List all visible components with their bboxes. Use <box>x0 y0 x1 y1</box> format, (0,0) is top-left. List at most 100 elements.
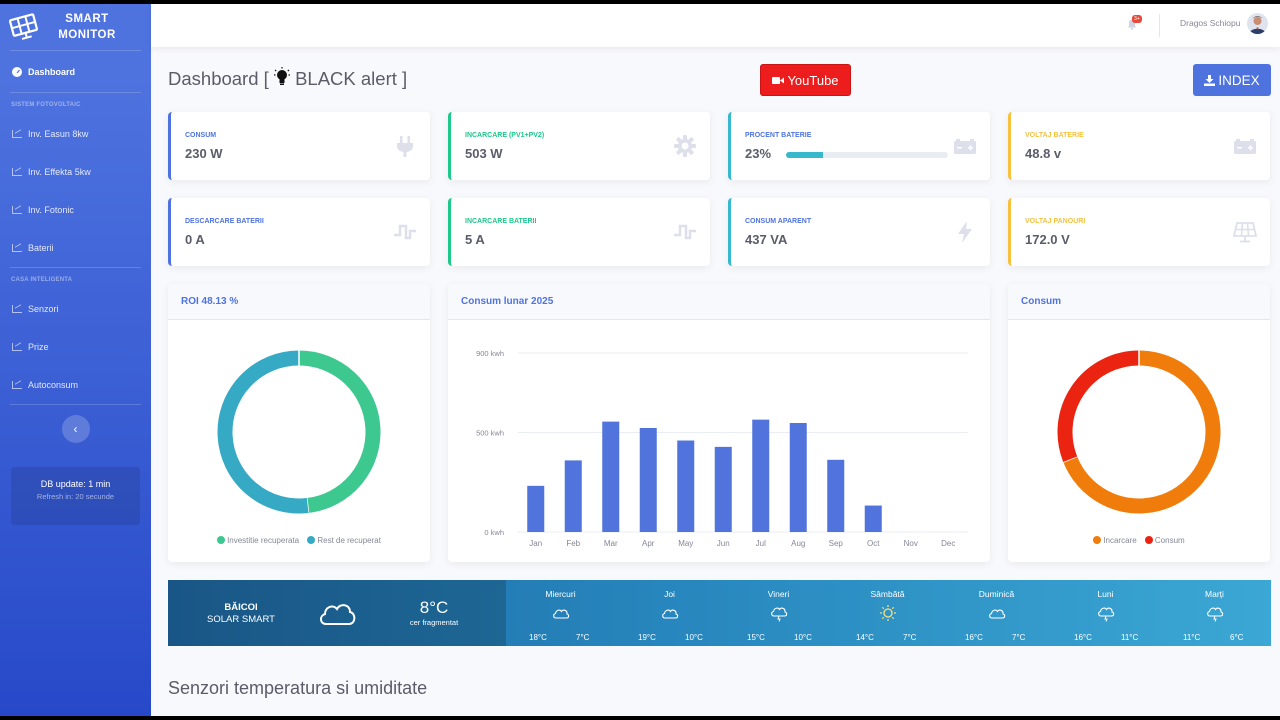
user-avatar-icon <box>1249 16 1266 34</box>
download-icon <box>1204 74 1216 86</box>
cloud-icon <box>320 604 356 625</box>
page-title-suffix: BLACK alert ] <box>295 68 408 89</box>
bar[interactable] <box>827 459 845 532</box>
weather-widget[interactable]: BĂICOI SOLAR SMART 8°C cer fragmentat Mi… <box>168 580 1271 646</box>
donut-slice[interactable] <box>217 350 309 514</box>
forecast-day: Duminică 16°C 7°C <box>942 580 1051 646</box>
bar[interactable] <box>639 427 657 532</box>
cloud-icon <box>552 604 570 627</box>
x-tick-label: Apr <box>642 539 655 548</box>
card-value: 503 W <box>465 146 503 161</box>
bar[interactable] <box>602 421 620 532</box>
legend-swatch <box>1093 536 1102 544</box>
card-label: CONSUM APARENT <box>745 218 812 225</box>
card-label: PROCENT BATERIE <box>745 132 812 139</box>
sidebar-divider <box>10 50 141 51</box>
sidebar-item-label: Inv. Easun 8kw <box>28 129 89 139</box>
x-tick-label: May <box>678 539 693 548</box>
donut-slice[interactable] <box>298 350 381 513</box>
youtube-button[interactable]: YouTube <box>760 64 851 96</box>
card-label: CONSUM <box>185 132 217 139</box>
sidebar-heading: CASA INTELIGENTA <box>11 277 73 283</box>
cloud-icon <box>988 604 1006 627</box>
card-voltaj-panouri: VOLTAJ PANOURI 172.0 V <box>1008 198 1270 266</box>
user-name[interactable]: Dragos Schiopu <box>1180 18 1241 28</box>
solar-panel-icon <box>8 13 39 40</box>
refresh-text: Refresh in: 20 secunde <box>36 492 115 501</box>
lightbulb-icon <box>273 67 290 85</box>
forecast-high: 19°C <box>638 633 656 642</box>
bar[interactable] <box>789 423 807 532</box>
x-tick-label: Feb <box>566 539 580 548</box>
card-consum-aparent: CONSUM APARENT 437 VA <box>728 198 990 266</box>
card-consum: CONSUM 230 W <box>168 112 430 180</box>
sidebar-item-dashboard[interactable]: Dashboard <box>0 51 151 92</box>
topbar: 3+ Dragos Schiopu <box>151 4 1280 47</box>
sidebar-item-inv-easun[interactable]: Inv. Easun 8kw <box>0 115 151 153</box>
index-button[interactable]: INDEX <box>1193 64 1271 96</box>
bar[interactable] <box>714 446 732 532</box>
sidebar-item-label: Inv. Fotonic <box>28 205 74 215</box>
forecast-day-name: Marți <box>1205 589 1224 599</box>
sidebar: SMART MONITOR Dashboard SISTEM FOTOVOLTA… <box>0 4 151 716</box>
forecast-low: 6°C <box>1230 633 1244 642</box>
sidebar-divider <box>10 267 141 268</box>
legend-label: Consum <box>1154 536 1185 545</box>
forecast-low: 10°C <box>794 633 812 642</box>
forecast-low: 10°C <box>685 633 703 642</box>
brand[interactable]: SMART MONITOR <box>0 4 151 50</box>
x-tick-label: Jun <box>717 539 730 548</box>
sidebar-item-label: Baterii <box>28 243 54 253</box>
sidebar-heading: SISTEM FOTOVOLTAIC <box>11 102 81 108</box>
chart-area-icon <box>12 168 22 176</box>
bar[interactable] <box>564 460 582 532</box>
sidebar-divider <box>10 404 141 405</box>
forecast-day: Marți 11°C 6°C <box>1160 580 1269 646</box>
sidebar-item-label: Senzori <box>28 304 59 314</box>
wave-square-icon <box>674 224 696 240</box>
chevron-left-icon: ‹ <box>73 422 78 436</box>
app-frame: SMART MONITOR Dashboard SISTEM FOTOVOLTA… <box>0 4 1280 716</box>
bar[interactable] <box>677 440 695 532</box>
roi-donut-chart <box>217 350 381 514</box>
sidebar-item-label: Inv. Effekta 5kw <box>28 167 91 177</box>
chart-area-icon <box>12 206 22 214</box>
card-voltaj-baterie: VOLTAJ BATERIE 48.8 v <box>1008 112 1270 180</box>
bar[interactable] <box>864 505 882 532</box>
sidebar-item-senzori[interactable]: Senzori <box>0 290 151 328</box>
roi-panel: ROI 48.13 % Investitie recuperata Rest d… <box>168 284 430 562</box>
bar[interactable] <box>752 419 770 532</box>
page-title-prefix: Dashboard [ <box>168 68 269 89</box>
card-procent-baterie: PROCENT BATERIE 23% <box>728 112 990 180</box>
roi-legend: Investitie recuperata Rest de recuperat <box>168 536 430 545</box>
card-value: 5 A <box>465 232 485 247</box>
legend-label: Rest de recuperat <box>317 536 381 545</box>
avatar[interactable] <box>1247 13 1268 34</box>
chart-area-icon <box>12 305 22 313</box>
card-value: 172.0 V <box>1025 232 1070 247</box>
forecast-low: 7°C <box>1012 633 1026 642</box>
sidebar-toggle-button[interactable]: ‹ <box>61 415 90 443</box>
brand-name: SMART MONITOR <box>56 11 118 43</box>
sidebar-item-inv-effekta[interactable]: Inv. Effekta 5kw <box>0 153 151 191</box>
sidebar-item-autoconsum[interactable]: Autoconsum <box>0 366 151 404</box>
donut-slice[interactable] <box>1063 350 1221 514</box>
consum-legend: Incarcare Consum <box>1008 536 1270 545</box>
donut-slice[interactable] <box>1057 350 1140 462</box>
weather-current-temp: 8°C cer fragmentat <box>406 598 462 627</box>
chart-area-icon <box>12 343 22 351</box>
x-tick-label: Oct <box>867 539 880 548</box>
x-tick-label: Sep <box>829 539 844 548</box>
rain-cloud-icon <box>770 604 788 627</box>
sidebar-item-baterii[interactable]: Baterii <box>0 229 151 267</box>
x-tick-label: Jul <box>756 539 766 548</box>
cloud-icon <box>661 604 679 627</box>
forecast-day-name: Miercuri <box>545 589 576 599</box>
sidebar-item-prize[interactable]: Prize <box>0 328 151 366</box>
bar[interactable] <box>527 485 545 532</box>
forecast-low: 11°C <box>1121 633 1139 642</box>
brand-line-2: MONITOR <box>58 29 116 41</box>
sidebar-item-inv-fotonic[interactable]: Inv. Fotonic <box>0 191 151 229</box>
forecast-day: Sâmbătă 14°C 7°C <box>833 580 942 646</box>
forecast-high: 16°C <box>1074 633 1092 642</box>
